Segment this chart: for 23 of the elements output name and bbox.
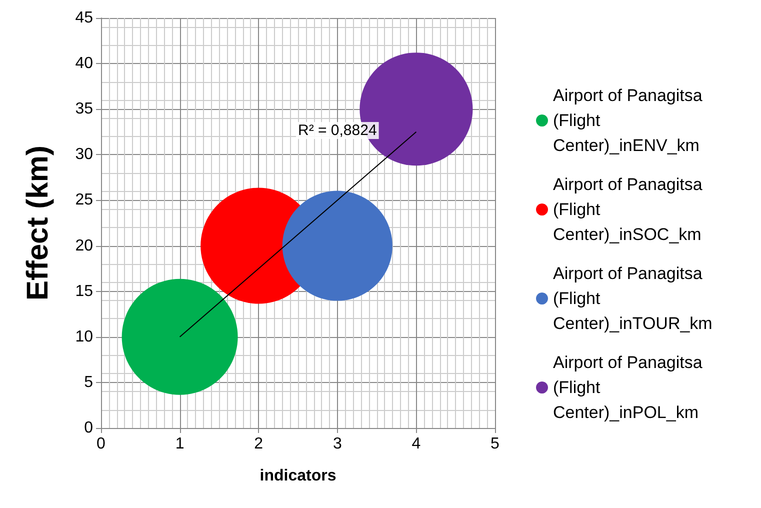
legend-label: Airport of Panagitsa (Flight Center)_inSOC_km (553, 175, 708, 244)
legend-label: Airport of Panagitsa (Flight Center)_inPOL_km (553, 353, 708, 422)
x-tick-label: 3 (332, 436, 342, 452)
y-axis-title: Effect (km) (22, 145, 54, 301)
x-tick-label: 2 (254, 436, 264, 452)
annotation: R² = 0,8824 (298, 122, 377, 139)
x-axis-title: indicators (260, 468, 336, 484)
y-tick-label: 15 (75, 282, 94, 300)
legend-label: Airport of Panagitsa (Flight Center)_inENV_km (553, 86, 708, 155)
y-tick-label: 45 (75, 10, 94, 26)
x-tick-label: 4 (412, 436, 421, 452)
y-tick-label: 0 (84, 420, 94, 436)
y-tick-label: 30 (75, 146, 94, 164)
x-tick-label: 1 (175, 436, 184, 452)
y-tick-label: 35 (75, 100, 94, 118)
x-tick-label: 5 (490, 436, 500, 452)
x-tick-label: 0 (96, 436, 106, 452)
y-tick-label: 40 (75, 55, 94, 72)
y-tick-label: 5 (84, 374, 94, 391)
y-tick-label: 25 (75, 192, 94, 209)
y-tick-label: 10 (75, 328, 94, 346)
legend-label: Airport of Panagitsa (Flight Center)_inTOUR_km (553, 264, 712, 333)
y-tick-label: 20 (75, 237, 94, 254)
